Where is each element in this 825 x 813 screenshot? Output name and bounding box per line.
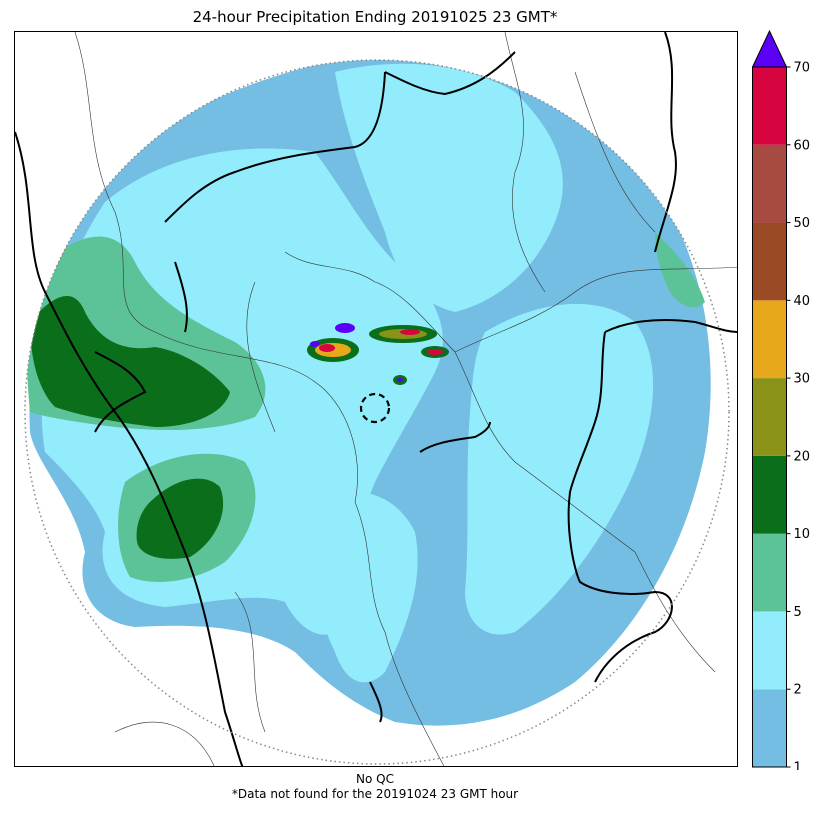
colorbar-bin	[752, 455, 787, 534]
radar-site-ring	[359, 392, 391, 424]
colorbar-svg: 1 2 5 10 20 30 40 50 60 70	[751, 29, 811, 776]
precip-zone-10-20-west	[30, 295, 230, 427]
qc-label: No QC	[356, 772, 394, 786]
colorbar-bin	[752, 611, 787, 690]
colorbar-tick-label: 2	[794, 683, 802, 698]
radar-map-svg	[15, 32, 737, 766]
precipitation-field	[26, 60, 711, 726]
colorbar-bin	[752, 378, 787, 456]
precip-zone-2-5-south	[311, 492, 418, 683]
colorbar: 1 2 5 10 20 30 40 50 60 70	[751, 29, 824, 776]
colorbar-bin	[752, 533, 787, 612]
colorbar-bin	[752, 222, 787, 301]
colorbar-tick-label: 70	[794, 61, 811, 76]
colorbar-tick-label: 5	[794, 605, 802, 620]
precip-zone-5-10-east	[655, 232, 705, 308]
colorbar-overflow-triangle	[751, 29, 788, 68]
colorbar-bin	[752, 300, 787, 379]
radar-range-ring	[24, 59, 730, 765]
colorbar-tick-label: 50	[794, 216, 811, 231]
colorbar-frame	[752, 66, 787, 768]
precip-zone-2-5-north	[335, 63, 563, 312]
convective-cluster	[307, 323, 449, 385]
national-borders	[15, 32, 737, 766]
precip-zone-10-20-southwest	[136, 478, 224, 559]
colorbar-tick-label: 1	[794, 761, 802, 771]
precip-zone-2-5-east	[465, 303, 654, 635]
colorbar-tick-label: 20	[794, 449, 811, 464]
colorbar-bin	[752, 689, 787, 767]
regional-boundaries	[74, 32, 737, 766]
colorbar-bin	[752, 144, 787, 223]
missing-data-note: *Data not found for the 20191024 23 GMT …	[231, 787, 519, 801]
map-title: 24-hour Precipitation Ending 20191025 23…	[192, 8, 558, 26]
radar-map	[14, 31, 738, 767]
colorbar-tick-label: 60	[794, 138, 811, 153]
colorbar-bin	[752, 67, 787, 145]
colorbar-tick-label: 10	[794, 527, 811, 542]
colorbar-tick-label: 30	[794, 372, 811, 387]
colorbar-tick-label: 40	[794, 294, 811, 309]
